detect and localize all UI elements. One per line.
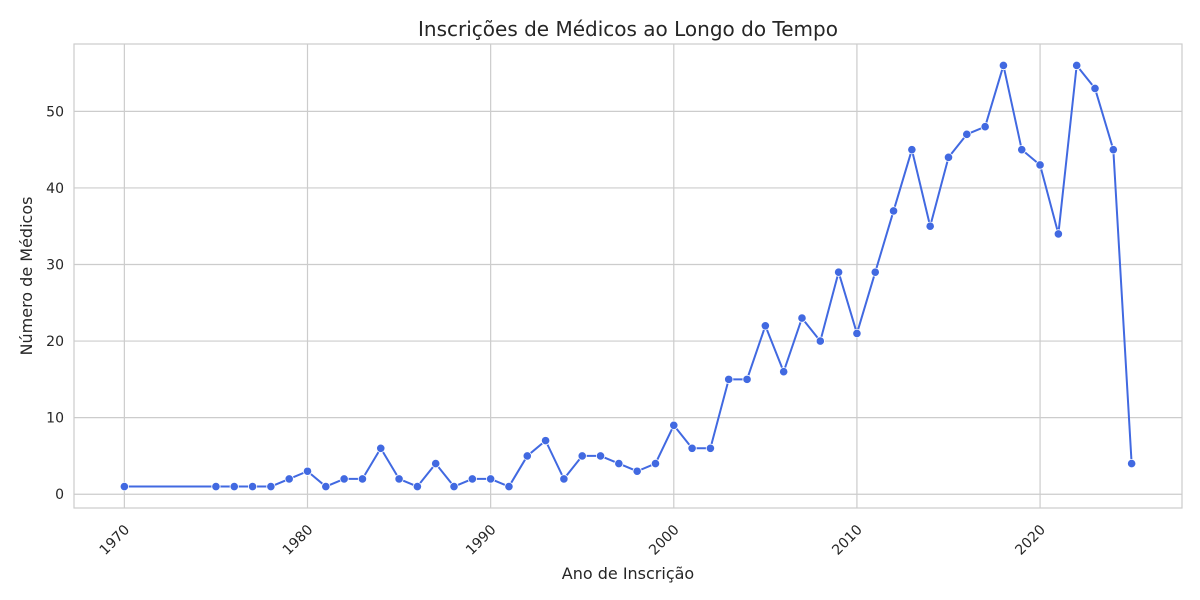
data-point[interactable] [431,458,441,469]
tick-layer: 1970 1980 1990 2000 2010 2020 0 10 20 30 40 50 [46,104,1049,558]
data-point[interactable] [211,481,221,492]
data-point[interactable] [559,474,569,484]
data-point[interactable] [1053,229,1063,239]
data-point[interactable] [888,206,899,216]
data-point[interactable] [852,328,862,339]
data-point[interactable] [357,474,368,484]
x-tick-label: 1980 [280,522,317,559]
data-point[interactable] [705,443,716,453]
data-point[interactable] [266,481,276,492]
data-point[interactable] [1072,60,1082,71]
data-point[interactable] [486,474,496,484]
data-point[interactable] [962,129,972,139]
data-point[interactable] [870,267,880,277]
data-point[interactable] [779,367,789,377]
data-point[interactable] [522,451,532,461]
y-tick-label: 20 [46,334,64,350]
x-tick-label: 1970 [97,522,134,559]
data-point[interactable] [412,481,422,492]
plot-frame [73,43,1183,509]
data-point[interactable] [504,481,514,492]
x-tick-label: 2000 [646,522,683,559]
data-point[interactable] [1127,458,1137,469]
data-point[interactable] [247,481,258,492]
data-point[interactable] [742,374,752,384]
data-point[interactable] [577,451,587,461]
series-layer [119,60,1137,492]
y-tick-label: 40 [46,181,64,197]
y-tick-label: 50 [46,104,64,120]
data-point[interactable] [339,474,349,484]
data-point[interactable] [834,267,844,277]
data-point[interactable] [540,436,551,446]
data-point[interactable] [907,145,917,155]
data-point[interactable] [925,221,935,231]
y-axis-label: Número de Médicos [17,197,36,356]
series-line [124,64,1133,488]
y-tick-label: 0 [55,487,64,503]
data-point[interactable] [449,481,459,492]
data-point[interactable] [394,474,404,484]
data-point[interactable] [321,481,331,492]
data-point[interactable] [1108,145,1118,155]
data-point[interactable] [595,451,606,461]
data-point[interactable] [797,313,807,323]
x-tick-label: 2020 [1012,522,1049,559]
data-point[interactable] [1017,145,1027,155]
data-point[interactable] [650,458,661,469]
y-tick-label: 30 [46,258,64,274]
data-point[interactable] [669,420,679,430]
data-point[interactable] [632,466,642,476]
grid-layer [74,44,1182,508]
data-point[interactable] [1090,83,1100,94]
chart-title: Inscrições de Médicos ao Longo do Tempo [418,17,838,41]
data-point[interactable] [980,122,990,132]
y-tick-label: 10 [46,411,64,427]
data-point[interactable] [614,458,624,469]
data-point[interactable] [760,321,770,331]
data-point[interactable] [119,481,129,492]
data-point[interactable] [998,60,1009,71]
data-point[interactable] [467,474,477,484]
data-point[interactable] [815,336,825,346]
data-point[interactable] [1035,160,1045,170]
data-point[interactable] [302,466,313,476]
data-point[interactable] [943,152,954,162]
data-point[interactable] [724,374,734,384]
data-point[interactable] [229,481,239,492]
data-point[interactable] [376,443,386,453]
data-point[interactable] [687,443,697,453]
data-point[interactable] [284,474,294,484]
x-axis-label: Ano de Inscrição [562,564,694,583]
x-tick-label: 1990 [463,522,500,559]
x-tick-label: 2010 [829,522,866,559]
